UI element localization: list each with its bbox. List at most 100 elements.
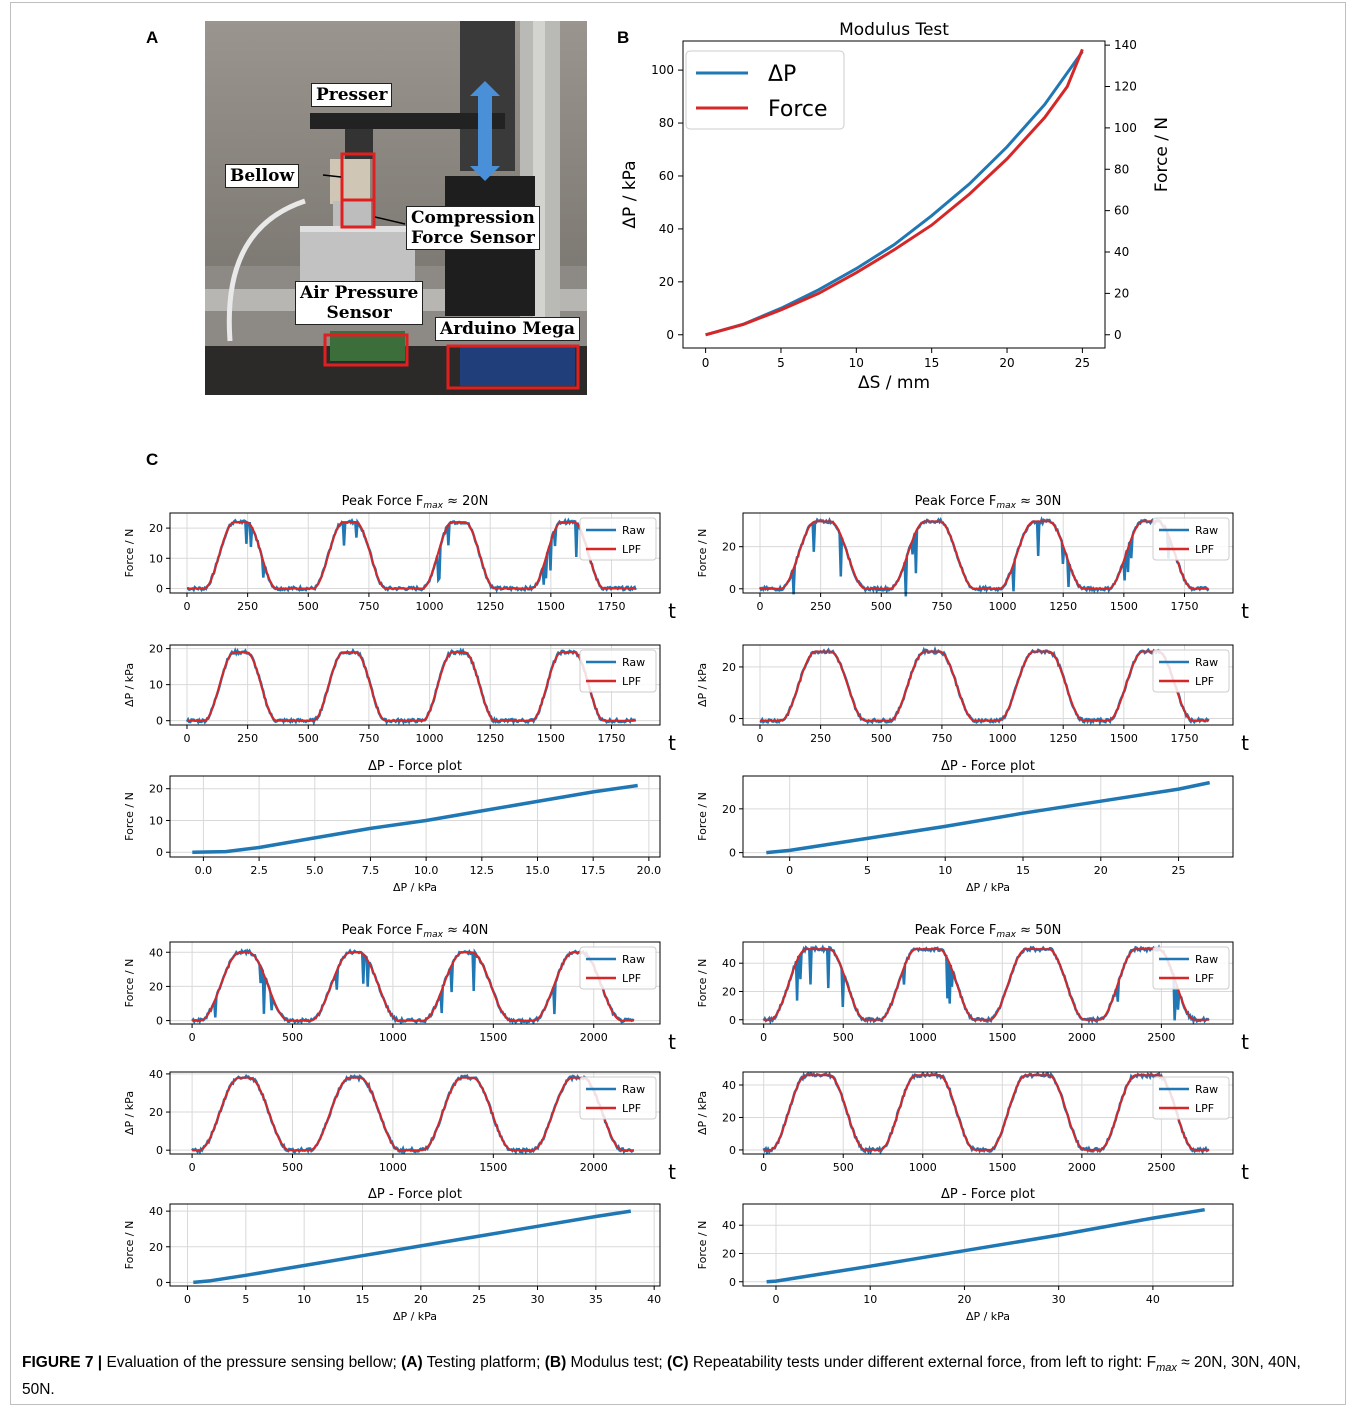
figure-caption: FIGURE 7 | Evaluation of the pressure se… xyxy=(22,1352,1332,1401)
caption-part: Modulus test; xyxy=(566,1354,668,1371)
legend-label: Raw xyxy=(1195,524,1218,537)
y-axis-label: ΔP / kPa xyxy=(696,1091,709,1135)
x-tick-label: 1500 xyxy=(988,1161,1016,1174)
legend-label: Raw xyxy=(1195,953,1218,966)
y-tick-label: 0 xyxy=(729,1014,736,1027)
x-tick-label: 1250 xyxy=(1049,600,1077,613)
x-tick-label: 0 xyxy=(760,1161,767,1174)
legend-label: ΔP xyxy=(768,62,796,87)
y-tick-label: 40 xyxy=(722,1079,736,1092)
chart-title: Peak Force Fmax ≈ 30N xyxy=(915,494,1062,511)
legend-label: Raw xyxy=(1195,656,1218,669)
x-tick-label: 250 xyxy=(810,732,831,745)
caption-part: (A) xyxy=(401,1354,423,1371)
x-tick-label: 750 xyxy=(358,732,379,745)
x-tick-label: 1000 xyxy=(989,600,1017,613)
testing-platform-photo: Presser Bellow Compression Force Sensor … xyxy=(205,21,587,395)
x-tick-label: 1250 xyxy=(1049,732,1077,745)
t-axis-label: t xyxy=(1241,1030,1249,1054)
panel-b-letter: B xyxy=(617,28,630,47)
x-tick-label: 1000 xyxy=(909,1031,937,1044)
y-tick-label: 20 xyxy=(149,1106,163,1119)
x-tick-label: 10 xyxy=(938,864,952,877)
y-tick-label: 0 xyxy=(156,715,163,728)
chart-title: ΔP - Force plot xyxy=(368,1187,462,1202)
y-right-tick-label: 40 xyxy=(1114,245,1129,259)
y-tick-label: 40 xyxy=(149,946,163,959)
x-tick-label: 1000 xyxy=(989,732,1017,745)
x-tick-label: 20 xyxy=(957,1293,971,1306)
force-pressure-line xyxy=(192,783,638,854)
plot-border xyxy=(742,1203,1234,1287)
x-tick-label: 10 xyxy=(849,356,864,370)
chart-title: Modulus Test xyxy=(839,20,949,40)
y-axis-label: ΔP / kPa xyxy=(123,1091,136,1135)
x-axis-label: ΔS / mm xyxy=(858,373,930,393)
y-tick-label: 40 xyxy=(722,1219,736,1232)
x-tick-label: 1750 xyxy=(597,732,625,745)
x-tick-label: 1750 xyxy=(1170,600,1198,613)
y-tick-label: 20 xyxy=(149,643,163,656)
x-tick-label: 20 xyxy=(999,356,1014,370)
legend-label: LPF xyxy=(622,972,641,985)
x-tick-label: 750 xyxy=(931,600,952,613)
y-tick-label: 20 xyxy=(149,522,163,535)
x-tick-label: 0 xyxy=(183,732,190,745)
y-tick-label: 60 xyxy=(659,169,674,183)
x-tick-label: 40 xyxy=(647,1293,661,1306)
chart-f40: 0 500 1000 1500 2000 0 20 40 Force / N t Peak Forc… xyxy=(123,923,676,1054)
x-tick-label: 15 xyxy=(924,356,939,370)
y-right-tick-label: 80 xyxy=(1114,162,1129,176)
x-tick-label: 1500 xyxy=(1110,732,1138,745)
x-tick-label: 10.0 xyxy=(414,864,439,877)
caption-part: Testing platform; xyxy=(422,1354,545,1371)
legend-label: Raw xyxy=(622,524,645,537)
x-tick-label: 1000 xyxy=(379,1031,407,1044)
caption-label: FIGURE 7 | xyxy=(22,1354,103,1371)
plot-border xyxy=(682,40,1106,349)
x-tick-label: 1000 xyxy=(379,1161,407,1174)
x-tick-label: 0 xyxy=(756,600,763,613)
y-tick-label: 20 xyxy=(149,783,163,796)
x-tick-label: 5 xyxy=(777,356,785,370)
x-tick-label: 2000 xyxy=(1068,1031,1096,1044)
plot-border xyxy=(742,941,1234,1025)
y-tick-label: 0 xyxy=(729,1276,736,1289)
x-tick-label: 0 xyxy=(189,1031,196,1044)
y-tick-label: 40 xyxy=(659,222,674,236)
caption-part: Repeatability tests under different exte… xyxy=(688,1354,1157,1371)
panel-a-letter: A xyxy=(146,28,159,47)
plot-border xyxy=(169,775,661,858)
force-pressure-line xyxy=(193,1209,632,1285)
y-axis-label: Force / N xyxy=(696,529,709,578)
x-tick-label: 0 xyxy=(183,600,190,613)
x-tick-label: 20 xyxy=(414,1293,428,1306)
y-right-tick-label: 120 xyxy=(1114,80,1137,94)
x-tick-label: 2500 xyxy=(1147,1161,1175,1174)
x-tick-label: 250 xyxy=(237,600,258,613)
t-axis-label: t xyxy=(668,731,676,755)
x-tick-label: 0 xyxy=(702,356,710,370)
y-tick-label: 80 xyxy=(659,116,674,130)
x-tick-label: 500 xyxy=(298,600,319,613)
chart-f50: 0 500 1000 1500 2000 2500 0 20 40 Force / N t Peak … xyxy=(696,923,1249,1054)
y-axis-label: Force / N xyxy=(696,792,709,841)
x-tick-label: 1250 xyxy=(476,600,504,613)
x-tick-label: 2.5 xyxy=(250,864,268,877)
chart-f20: 0 250 500 750 1000 1250 1500 1750 0 10 20 Force / N… xyxy=(123,494,676,623)
y-tick-label: 20 xyxy=(722,1247,736,1260)
y-right-tick-label: 100 xyxy=(1114,121,1137,135)
y-tick-label: 0 xyxy=(729,583,736,596)
panel-c-letter: C xyxy=(146,450,159,469)
lpf-series-line xyxy=(760,650,1209,722)
x-tick-label: 30 xyxy=(531,1293,545,1306)
chart-s20: 0.0 2.5 5.0 7.5 10.0 12.5 15.0 17.5 20.0 0 10 20 For… xyxy=(123,759,661,894)
y-tick-label: 0 xyxy=(729,1144,736,1157)
chart-f30: 0 250 500 750 1000 1250 1500 1750 0 20 Force / N t P… xyxy=(696,494,1249,623)
x-tick-label: 500 xyxy=(298,732,319,745)
y-tick-label: 0 xyxy=(729,847,736,860)
legend-label: LPF xyxy=(1195,543,1214,556)
chart-p40: 0 500 1000 1500 2000 0 20 40 ΔP / kPa t Raw LPF xyxy=(123,1068,676,1184)
x-tick-label: 25 xyxy=(1075,356,1090,370)
x-tick-label: 1500 xyxy=(479,1161,507,1174)
